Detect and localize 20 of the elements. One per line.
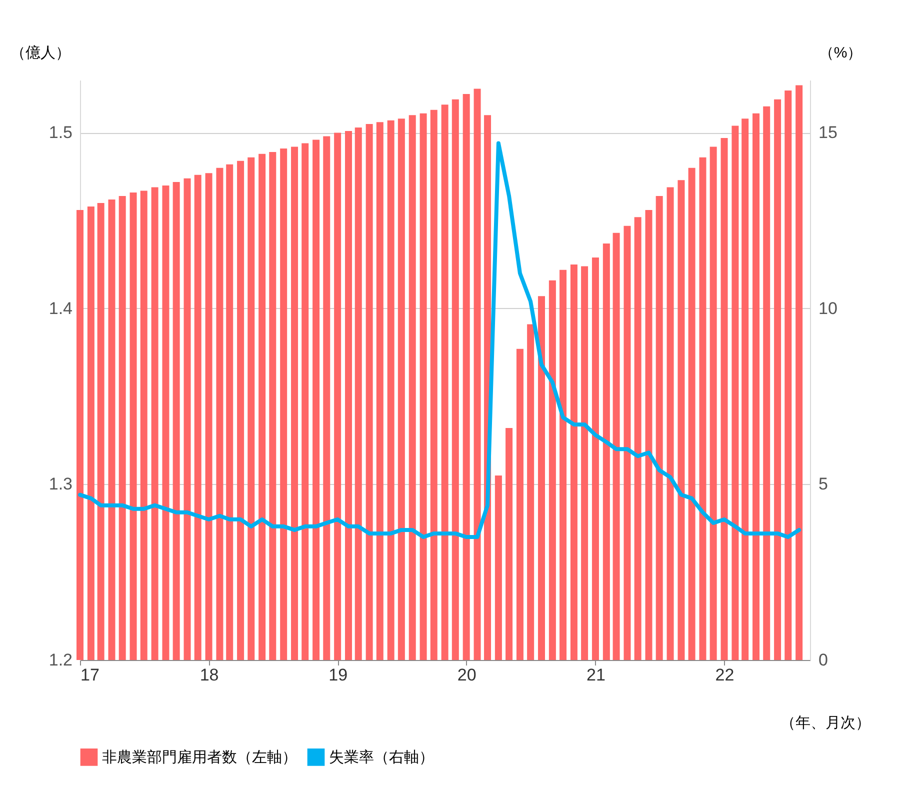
x-tick-label: 20 (457, 666, 476, 684)
x-axis-title: （年、月次） (780, 714, 870, 732)
legend-label: 失業率（右軸） (329, 749, 434, 766)
line-series (78, 141, 802, 539)
y-tick-label: 1.5 (48, 123, 72, 142)
x-tick-label: 21 (586, 666, 606, 684)
y2-tick-label: 15 (818, 123, 838, 142)
y2-tick-label: 5 (818, 474, 828, 494)
x-tick-label: 17 (80, 666, 100, 684)
legend-label: 非農業部門雇用者数（左軸） (102, 749, 297, 766)
y2-axis-title: （%） (818, 44, 862, 62)
y2-tick-label: 10 (818, 298, 838, 318)
y2-tick-label: 0 (818, 650, 828, 670)
y-tick-label: 1.2 (48, 650, 72, 670)
y-tick-label: 1.4 (48, 298, 72, 318)
y-axis-title: （億人） (10, 44, 70, 62)
x-tick-label: 19 (328, 666, 348, 684)
x-tick-label: 22 (715, 666, 734, 684)
y-tick-label: 1.3 (48, 474, 72, 494)
x-tick-label: 18 (200, 666, 219, 684)
